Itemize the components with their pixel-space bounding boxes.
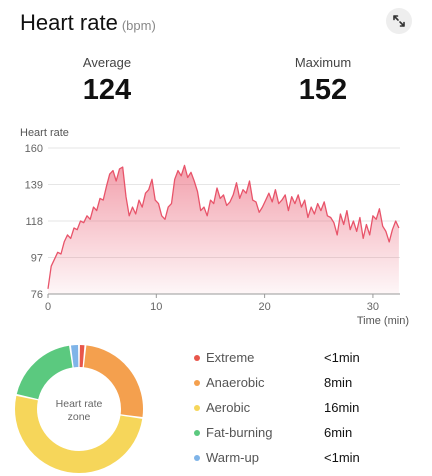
expand-button[interactable] [386, 8, 412, 34]
y-tick-label: 139 [25, 180, 43, 192]
y-tick-label: 160 [25, 143, 43, 155]
zone-name: Extreme [206, 350, 255, 365]
x-tick-label: 10 [150, 301, 162, 313]
heart-rate-zones: Heart rate zone Extreme <1min Anaerobic 8min… [0, 340, 432, 476]
x-tick-label: 0 [45, 301, 51, 313]
zone-color-dot [194, 430, 200, 436]
zone-legend-item: Anaerobic 8min [194, 373, 424, 398]
stats-panel: Average 124 Maximum 152 [0, 55, 432, 115]
heart-rate-chart-svg: Heart rate 76 97 118 139 160 0 10 20 30 Time (min) [20, 127, 409, 327]
zone-duration: 6min [324, 425, 353, 440]
zone-duration: 8min [324, 375, 353, 390]
zone-name: Fat-burning [206, 425, 273, 440]
x-tick-label: 30 [367, 301, 379, 313]
header: Heart rate (bpm) [20, 8, 412, 38]
page-title: Heart rate (bpm) [20, 10, 156, 36]
zone-duration: <1min [324, 450, 360, 465]
maximum-value: 152 [298, 74, 348, 106]
zone-color-dot [194, 455, 200, 461]
zone-name: Warm-up [206, 450, 259, 465]
heart-rate-line [47, 164, 400, 289]
average-label: Average [82, 55, 132, 70]
average-value: 124 [82, 74, 132, 106]
zone-legend-item: Aerobic 16min [194, 398, 424, 423]
zone-slice-fat-burning [16, 345, 74, 400]
zone-legend: Extreme <1min Anaerobic 8min Aerobic 16min Fat… [194, 348, 424, 473]
zone-name: Aerobic [206, 400, 251, 415]
zone-color-dot [194, 405, 200, 411]
donut-center-label: Heart rate [56, 398, 103, 410]
maximum-stat: Maximum 152 [248, 55, 398, 107]
title-text: Heart rate [20, 10, 118, 35]
y-tick-label: 118 [25, 216, 43, 228]
zone-legend-item: Warm-up <1min [194, 448, 424, 473]
zone-duration: 16min [324, 400, 360, 415]
x-tick-label: 20 [258, 301, 270, 313]
maximum-label: Maximum [294, 55, 352, 70]
expand-diagonal-icon [393, 15, 405, 27]
title-unit: (bpm) [121, 18, 156, 33]
zone-slice-anaerobic [83, 345, 143, 418]
zone-duration: <1min [324, 350, 360, 365]
heart-rate-chart: Heart rate 76 97 118 139 160 0 10 20 30 Time (min) [0, 122, 432, 332]
zone-name: Anaerobic [206, 375, 265, 390]
zone-color-dot [194, 380, 200, 386]
x-axis-label: Time (min) [357, 315, 409, 327]
y-tick-label: 97 [31, 253, 43, 265]
zone-legend-item: Extreme <1min [194, 348, 424, 373]
y-axis-label: Heart rate [20, 127, 69, 139]
heart-rate-area [48, 165, 399, 294]
average-stat: Average 124 [32, 55, 182, 107]
y-tick-label: 76 [31, 289, 43, 301]
zone-color-dot [194, 355, 200, 361]
zone-slice-aerobic [15, 395, 143, 473]
donut-center-label: zone [68, 411, 91, 423]
zone-legend-item: Fat-burning 6min [194, 423, 424, 448]
